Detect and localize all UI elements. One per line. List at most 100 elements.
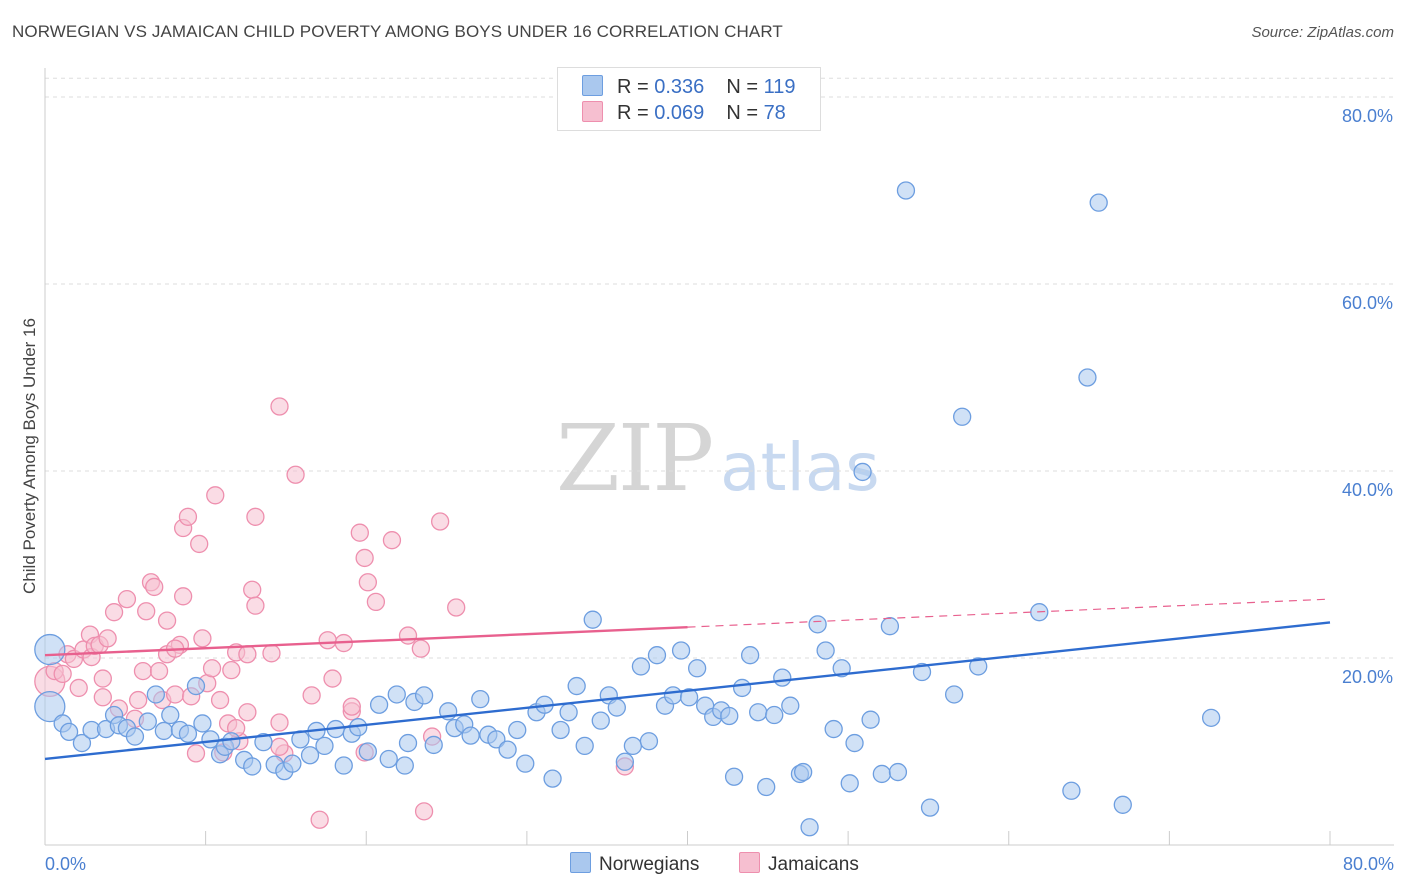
jamaicans-point bbox=[53, 664, 72, 684]
norwegians-point bbox=[591, 711, 610, 730]
norwegians-point bbox=[896, 181, 916, 200]
norwegians-point bbox=[254, 733, 273, 752]
jamaicans-point bbox=[93, 669, 112, 688]
legend-n-label: N = bbox=[726, 76, 758, 98]
norwegians-point bbox=[334, 756, 353, 775]
y-tick-labels: 20.0% 40.0% 60.0% 80.0% bbox=[1342, 106, 1393, 687]
legend-r-value: 0.336 bbox=[654, 76, 705, 98]
jamaicans-point bbox=[358, 573, 378, 592]
jamaicans-point bbox=[186, 744, 206, 763]
norwegians-point bbox=[824, 719, 843, 739]
norwegians-point bbox=[138, 712, 157, 731]
norwegians-point bbox=[740, 646, 760, 665]
series-legend: Norwegians Jamaicans bbox=[0, 852, 1406, 878]
norwegians-point bbox=[1062, 781, 1081, 800]
jamaicans-point bbox=[382, 531, 402, 550]
x-tick-label-max: 80.0% bbox=[1343, 854, 1394, 874]
legend-row-norwegians: R = 0.336 N = 119 bbox=[582, 75, 795, 99]
norwegians-point bbox=[872, 764, 892, 784]
norwegians-point bbox=[567, 676, 586, 696]
legend-r-value: 0.069 bbox=[654, 102, 705, 124]
jamaicans-point bbox=[137, 602, 156, 621]
norwegians-point bbox=[615, 752, 635, 771]
norwegians-point bbox=[146, 685, 165, 704]
jamaicans-point bbox=[117, 589, 137, 609]
jamaicans-point bbox=[98, 629, 117, 648]
norwegians-point bbox=[920, 798, 940, 817]
norwegians-point bbox=[853, 462, 872, 482]
norwegians-point bbox=[732, 678, 752, 698]
jamaicans-point bbox=[129, 690, 148, 710]
jamaicans-point bbox=[202, 659, 222, 678]
norwegians-point bbox=[1113, 795, 1132, 814]
jamaicans-point bbox=[270, 713, 289, 732]
y-tick-label: 40.0% bbox=[1342, 480, 1393, 500]
norwegians-point bbox=[607, 698, 626, 717]
norwegians-point bbox=[369, 695, 389, 714]
series-label-norwegians: Norwegians bbox=[599, 854, 700, 875]
jamaicans-point bbox=[145, 577, 164, 597]
y-tick-label: 20.0% bbox=[1342, 667, 1393, 687]
norwegians-point bbox=[398, 733, 418, 753]
norwegians-point bbox=[414, 686, 434, 705]
jamaicans-point bbox=[430, 512, 450, 531]
jamaicans-point bbox=[165, 685, 185, 704]
jamaicans-point bbox=[206, 486, 225, 505]
norwegians-point bbox=[969, 657, 988, 676]
y-tick-label: 60.0% bbox=[1342, 293, 1393, 313]
jamaicans-point bbox=[104, 603, 124, 622]
norwegians-point bbox=[749, 703, 768, 722]
series-swatch-jamaicans bbox=[739, 852, 760, 873]
norwegians-point bbox=[283, 754, 302, 773]
jamaicans-point bbox=[302, 686, 321, 705]
jamaicans-trend-line bbox=[44, 625, 688, 657]
chart-title: NORWEGIAN VS JAMAICAN CHILD POVERTY AMON… bbox=[12, 22, 783, 41]
gridlines bbox=[45, 77, 1394, 659]
norwegians-point bbox=[623, 736, 643, 756]
jamaicans-point bbox=[69, 678, 88, 698]
jamaicans-point bbox=[262, 644, 281, 663]
norwegians-point bbox=[794, 762, 813, 782]
series-legend-norwegians[interactable]: Norwegians bbox=[570, 852, 699, 876]
legend-r-label: R = bbox=[617, 102, 649, 124]
jamaicans-points bbox=[34, 397, 635, 829]
norwegians-point bbox=[880, 617, 900, 636]
norwegians-point bbox=[315, 736, 334, 756]
jamaicans-point bbox=[310, 810, 329, 829]
series-swatch-norwegians bbox=[570, 852, 591, 873]
legend-n-label: N = bbox=[726, 102, 758, 124]
jamaicans-point bbox=[411, 639, 431, 658]
jamaicans-point bbox=[398, 626, 418, 645]
norwegians-point bbox=[832, 659, 851, 678]
norwegians-point bbox=[543, 769, 562, 788]
jamaicans-point bbox=[173, 587, 193, 606]
correlation-legend: R = 0.336 N = 119 R = 0.069 N = 78 bbox=[557, 67, 821, 131]
jamaicans-point bbox=[238, 645, 257, 664]
legend-row-jamaicans: R = 0.069 N = 78 bbox=[582, 101, 786, 125]
norwegians-point bbox=[757, 777, 776, 797]
norwegians-point bbox=[888, 762, 908, 782]
norwegians-point bbox=[59, 722, 79, 742]
norwegians-point bbox=[461, 726, 480, 745]
norwegians-point bbox=[639, 732, 659, 751]
norwegians-point bbox=[1201, 708, 1221, 727]
norwegians-point bbox=[912, 662, 932, 682]
norwegians-point bbox=[300, 746, 320, 765]
legend-swatch-jamaicans bbox=[582, 101, 603, 122]
jamaicans-point bbox=[414, 802, 434, 821]
norwegians-points bbox=[34, 181, 1221, 837]
jamaicans-point bbox=[246, 596, 265, 615]
jamaicans-point bbox=[366, 592, 386, 612]
norwegians-point bbox=[1089, 193, 1108, 212]
norwegians-point bbox=[471, 689, 490, 709]
jamaicans-point bbox=[178, 507, 198, 526]
jamaicans-point bbox=[93, 688, 112, 707]
watermark: ZIP atlas bbox=[556, 405, 880, 512]
series-legend-jamaicans[interactable]: Jamaicans bbox=[739, 852, 859, 876]
jamaicans-point bbox=[149, 661, 169, 681]
norwegians-point bbox=[395, 756, 414, 775]
y-tick-label: 80.0% bbox=[1342, 106, 1393, 126]
norwegians-point bbox=[516, 754, 535, 773]
norwegians-point bbox=[34, 633, 66, 666]
norwegians-point bbox=[498, 740, 517, 759]
